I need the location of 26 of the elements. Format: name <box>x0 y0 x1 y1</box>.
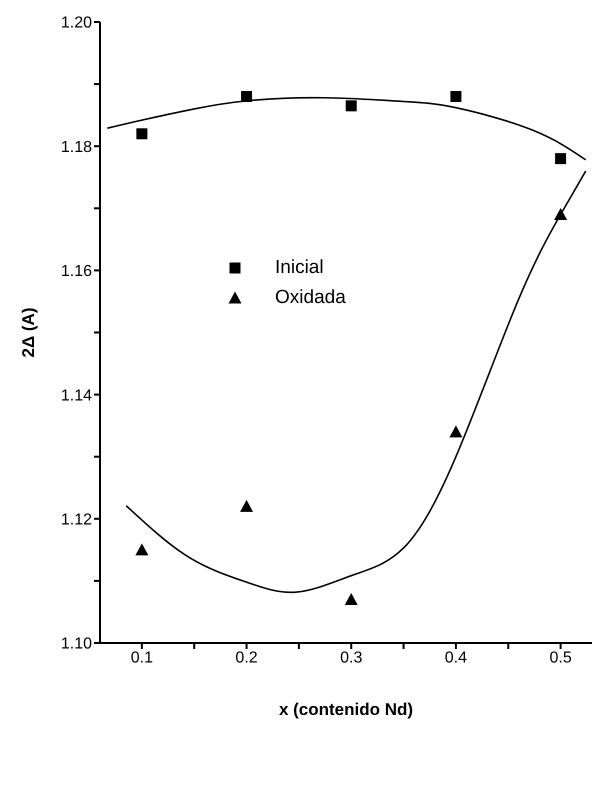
y-tick-label: 1.20 <box>60 14 92 32</box>
point <box>449 425 462 438</box>
x-tick-label: 0.2 <box>235 649 258 666</box>
y-tick-label: 1.14 <box>60 387 92 404</box>
legend-label: Inicial <box>275 257 324 279</box>
legend-label: Oxidada <box>275 287 346 309</box>
line-series <box>125 170 587 594</box>
y-tick-label: 1.10 <box>60 636 92 653</box>
y-tick-label: 1.18 <box>60 138 92 156</box>
y-axis-title: 2Δ (A) <box>19 308 38 358</box>
point <box>450 91 462 102</box>
y-tick-label: 1.12 <box>60 511 92 528</box>
point <box>240 500 254 512</box>
point <box>346 100 357 112</box>
x-tick-label: 0.5 <box>549 649 572 666</box>
point <box>344 593 358 606</box>
y-tick-label: 1.16 <box>60 263 92 280</box>
x-tick-label: 0.4 <box>444 649 468 666</box>
point <box>241 91 252 102</box>
point <box>555 153 566 164</box>
point <box>136 128 148 140</box>
point <box>554 208 568 220</box>
x-axis-title: x (contenido Nd) <box>278 700 414 719</box>
x-tick-label: 0.3 <box>340 649 362 666</box>
point <box>135 543 148 556</box>
x-tick-label: 0.1 <box>130 649 154 666</box>
